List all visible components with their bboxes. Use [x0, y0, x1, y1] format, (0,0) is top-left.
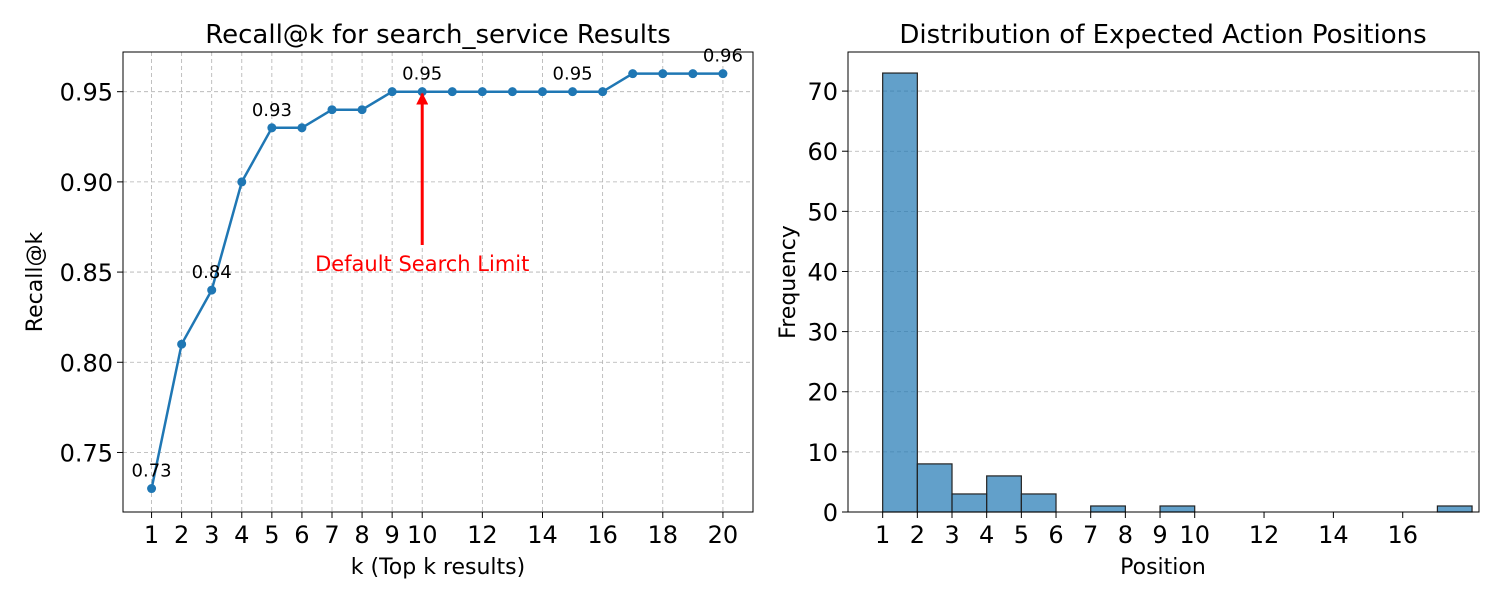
histogram-bar	[951, 493, 988, 513]
x-tick-label: 9	[1152, 521, 1167, 549]
x-tick-label: 2	[910, 521, 925, 549]
histogram-bar	[1090, 505, 1126, 513]
recall-point	[598, 87, 608, 97]
recall-point	[357, 105, 367, 115]
x-tick-label: 5	[264, 521, 279, 549]
recall-point	[658, 69, 668, 79]
line-chart-title: Recall@k for search_service Results	[205, 20, 671, 50]
recall-point	[507, 87, 517, 97]
x-tick-label: 20	[708, 521, 739, 549]
histogram-bar	[1020, 493, 1057, 513]
histogram-title: Distribution of Expected Action Position…	[899, 20, 1426, 50]
recall-line	[150, 72, 723, 489]
x-tick-label: 6	[1048, 521, 1063, 549]
histogram-bar	[916, 463, 953, 513]
recall-line-chart: 0.73 0.84 0.93 0.95 0.95 0.96 Default Search …	[23, 20, 754, 580]
y-tick-label: 40	[807, 258, 838, 286]
x-tick-label: 6	[294, 521, 309, 549]
histogram-grid	[848, 90, 1479, 513]
recall-point	[477, 87, 487, 97]
x-tick-label: 4	[234, 521, 249, 549]
recall-point	[688, 69, 698, 79]
line-y-ticks: 0.75 0.80 0.85 0.90 0.95	[60, 79, 123, 467]
y-tick-label: 30	[807, 319, 838, 347]
recall-point	[267, 123, 277, 133]
line-x-axis-label: k (Top k results)	[351, 555, 525, 580]
x-tick-label: 3	[204, 521, 219, 549]
default-search-limit-annotation: Default Search Limit	[315, 92, 529, 276]
y-tick-label: 50	[807, 198, 838, 226]
recall-point	[147, 484, 157, 494]
recall-point	[628, 69, 638, 79]
histogram-bars	[882, 72, 1473, 513]
recall-data-labels: 0.73 0.84 0.93 0.95 0.95 0.96	[132, 46, 743, 482]
x-tick-label: 10	[407, 521, 438, 549]
y-tick-label: 70	[807, 78, 838, 106]
recall-point	[387, 87, 397, 97]
x-tick-label: 5	[1014, 521, 1029, 549]
histogram-bar	[1436, 505, 1473, 513]
y-tick-label: 0	[823, 499, 838, 527]
y-tick-label: 0.75	[60, 439, 113, 467]
x-tick-label: 12	[467, 521, 498, 549]
recall-value-label: 0.96	[703, 46, 743, 67]
x-tick-label: 14	[527, 521, 558, 549]
x-tick-label: 3	[944, 521, 959, 549]
recall-value-label: 0.95	[553, 64, 593, 85]
recall-point	[327, 105, 337, 115]
histogram-x-ticks: 1 2 3 4 5 6 7 8 9 10 12 14 16	[875, 512, 1418, 549]
recall-point	[447, 87, 457, 97]
histogram-y-ticks: 0 10 20 30 40 50 60 70	[807, 78, 848, 527]
y-tick-label: 0.85	[60, 259, 113, 287]
x-tick-label: 10	[1179, 521, 1210, 549]
recall-point	[177, 339, 187, 349]
x-tick-label: 18	[648, 521, 679, 549]
annotation-text: Default Search Limit	[315, 252, 529, 276]
x-tick-label: 1	[144, 521, 159, 549]
x-tick-label: 8	[354, 521, 369, 549]
recall-point	[237, 177, 247, 187]
recall-line-series	[147, 69, 728, 494]
recall-value-label: 0.95	[402, 64, 442, 85]
y-tick-label: 0.90	[60, 169, 113, 197]
y-tick-label: 20	[807, 379, 838, 407]
x-tick-label: 4	[979, 521, 994, 549]
y-tick-label: 0.95	[60, 79, 113, 107]
histogram-bar	[1159, 505, 1196, 513]
histogram-frame	[847, 51, 1480, 513]
line-y-axis-label: Recall@k	[23, 232, 48, 333]
x-tick-label: 2	[174, 521, 189, 549]
x-tick-label: 16	[587, 521, 618, 549]
histogram-bar	[882, 72, 918, 513]
y-tick-label: 0.80	[60, 349, 113, 377]
x-tick-label: 9	[385, 521, 400, 549]
recall-point	[537, 87, 547, 97]
recall-value-label: 0.84	[192, 262, 232, 283]
recall-point	[718, 69, 728, 79]
histogram-y-axis-label: Frequency	[776, 225, 801, 339]
line-chart-frame	[122, 51, 754, 513]
x-tick-label: 7	[1083, 521, 1098, 549]
histogram-bar	[986, 475, 1022, 513]
line-x-ticks: 1 2 3 4 5 6 7 8 9 10 12 14 16 18 20	[144, 512, 738, 549]
x-tick-label: 8	[1118, 521, 1133, 549]
x-tick-label: 7	[324, 521, 339, 549]
y-tick-label: 10	[807, 439, 838, 467]
histogram-x-axis-label: Position	[1120, 555, 1206, 580]
recall-point	[207, 285, 217, 295]
x-tick-label: 14	[1318, 521, 1349, 549]
y-tick-label: 60	[807, 138, 838, 166]
recall-point	[568, 87, 578, 97]
x-tick-label: 16	[1387, 521, 1418, 549]
x-tick-label: 1	[875, 521, 890, 549]
recall-value-label: 0.73	[132, 461, 172, 482]
recall-point	[297, 123, 307, 133]
recall-value-label: 0.93	[252, 100, 292, 121]
x-tick-label: 12	[1249, 521, 1280, 549]
